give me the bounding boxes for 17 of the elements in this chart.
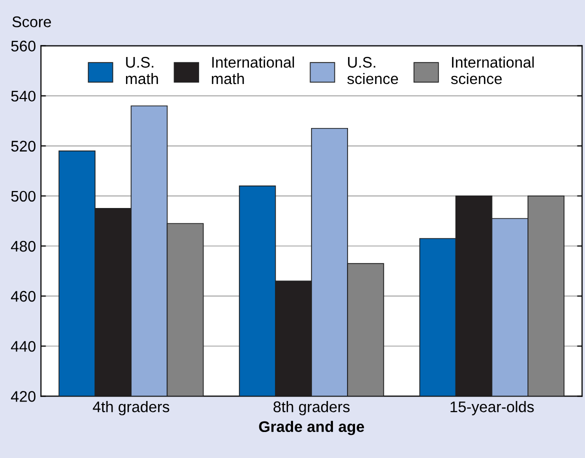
y-tick-label: 440 <box>10 340 36 352</box>
y-tick-label: 460 <box>10 290 36 302</box>
x-tick-label: 15-year-olds <box>450 401 534 416</box>
legend-label: U.S. science <box>347 56 398 84</box>
x-tick-label: 8th graders <box>274 401 350 416</box>
legend-label: International science <box>451 56 534 84</box>
legend-label: U.S. math <box>126 56 158 84</box>
y-tick-label: 480 <box>10 240 36 252</box>
x-tick-label: 4th graders <box>92 401 170 416</box>
y-tick-label: 560 <box>11 40 36 52</box>
y-axis-title: Score <box>12 16 51 28</box>
legend-label: International math <box>212 56 294 84</box>
x-axis-title: Grade and age <box>259 420 364 436</box>
y-tick-label: 500 <box>11 190 36 202</box>
y-tick-label: 520 <box>11 140 36 152</box>
y-tick-label: 420 <box>10 391 36 402</box>
y-tick-label: 540 <box>11 90 36 102</box>
